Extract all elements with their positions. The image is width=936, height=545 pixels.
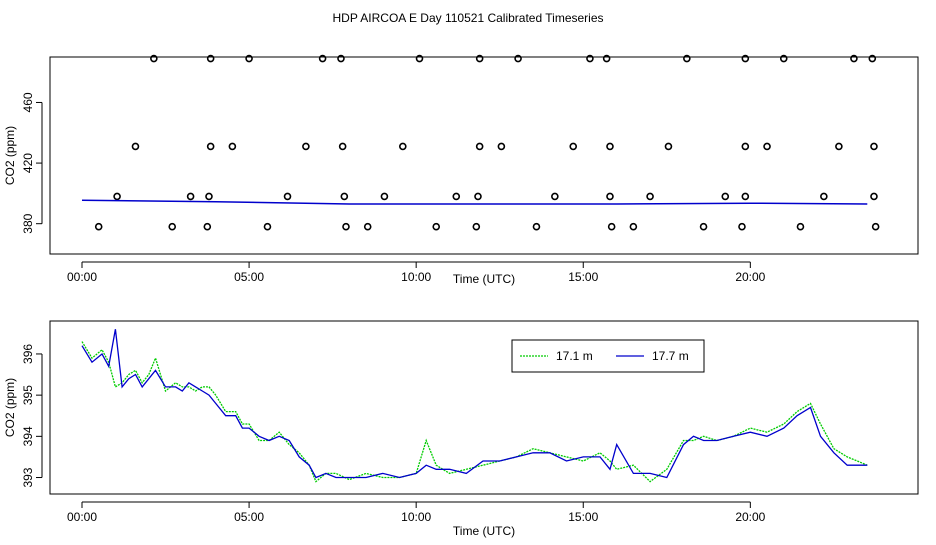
data-point: [699, 222, 708, 231]
x-tick-label: 05:00: [234, 270, 264, 284]
y-tick-label: 396: [21, 344, 35, 364]
data-point: [664, 142, 673, 151]
y-tick-label: 460: [21, 92, 35, 112]
data-point: [721, 192, 730, 201]
data-point: [338, 142, 347, 151]
data-point: [283, 192, 292, 201]
data-point: [779, 54, 788, 63]
data-point: [497, 142, 506, 151]
x-tick-label: 15:00: [568, 510, 598, 524]
legend-label: 17.7 m: [652, 349, 689, 363]
x-tick-label: 10:00: [401, 510, 431, 524]
y-axis: 393 394 395 396: [21, 344, 43, 488]
data-point: [475, 54, 484, 63]
data-point: [532, 222, 541, 231]
data-point: [398, 142, 407, 151]
data-point: [168, 222, 177, 231]
data-point: [629, 222, 638, 231]
data-point: [683, 54, 691, 63]
legend-label: 17.1 m: [556, 349, 593, 363]
x-tick-label: 20:00: [735, 270, 765, 284]
data-point: [569, 142, 578, 151]
data-point: [337, 54, 345, 63]
data-point: [514, 54, 522, 63]
y-tick-label: 420: [21, 153, 35, 173]
data-point: [474, 192, 482, 201]
data-point: [796, 222, 805, 231]
x-tick-label: 15:00: [568, 270, 598, 284]
x-axis-label: Time (UTC): [453, 272, 515, 286]
data-point: [586, 54, 594, 63]
x-tick-label: 00:00: [67, 270, 97, 284]
data-point: [245, 54, 253, 63]
y-axis-label: CO2 (ppm): [3, 126, 17, 185]
data-point: [646, 192, 654, 201]
x-tick-label: 10:00: [401, 270, 431, 284]
data-point: [94, 222, 103, 231]
data-point: [741, 142, 750, 151]
x-tick-label: 00:00: [67, 510, 97, 524]
data-point: [870, 192, 878, 201]
data-point: [203, 222, 212, 231]
data-point: [763, 142, 771, 151]
y-tick-label: 393: [21, 467, 35, 487]
page-title: HDP AIRCOA E Day 110521 Calibrated Times…: [332, 11, 603, 25]
y-axis-label: CO2 (ppm): [3, 378, 17, 437]
data-point: [738, 222, 746, 231]
data-point: [318, 54, 327, 63]
data-point: [606, 192, 614, 201]
data-point: [741, 192, 750, 201]
plot-frame: [49, 56, 919, 255]
data-point: [452, 192, 461, 201]
data-point: [205, 192, 213, 201]
data-point: [602, 54, 611, 63]
data-point: [186, 192, 195, 201]
series-line-2: [81, 329, 868, 479]
y-tick-label: 394: [21, 426, 35, 446]
data-point: [475, 142, 484, 151]
data-point: [340, 192, 349, 201]
x-axis: 00:00 05:00 10:00 15:00 20:00: [67, 501, 766, 524]
data-point: [150, 54, 158, 63]
data-point: [835, 142, 843, 151]
data-point: [850, 54, 858, 63]
legend: 17.1 m 17.7 m: [511, 339, 705, 373]
data-point: [741, 54, 750, 63]
data-point: [820, 192, 828, 201]
data-point: [432, 222, 441, 231]
y-tick-label: 395: [21, 385, 35, 405]
y-tick-label: 380: [21, 213, 35, 233]
plot-frame: [49, 320, 919, 495]
data-point: [113, 192, 121, 201]
data-point: [206, 142, 215, 151]
data-point: [228, 142, 237, 151]
data-point: [472, 222, 481, 231]
data-point: [131, 142, 140, 151]
data-point: [606, 142, 614, 151]
scatter-points: [94, 54, 880, 231]
series-line: [81, 199, 868, 205]
data-point: [607, 222, 616, 231]
x-tick-label: 20:00: [735, 510, 765, 524]
data-point: [415, 54, 424, 63]
y-axis: 380 420 460: [21, 92, 43, 234]
data-point: [870, 142, 878, 151]
x-axis: 00:00 05:00 10:00 15:00 20:00: [67, 261, 766, 284]
data-point: [551, 192, 559, 201]
data-point: [380, 192, 389, 201]
series-line-1: [81, 341, 868, 483]
chart-1: 00:00 05:00 10:00 15:00 20:00 Time (UTC) 380 42…: [3, 54, 919, 286]
data-point: [263, 222, 272, 231]
x-tick-label: 05:00: [234, 510, 264, 524]
data-point: [363, 222, 372, 231]
x-axis-label: Time (UTC): [453, 524, 515, 538]
data-point: [206, 54, 215, 63]
data-point: [302, 142, 310, 151]
data-point: [342, 222, 350, 231]
data-point: [868, 54, 877, 63]
data-point: [871, 222, 880, 231]
